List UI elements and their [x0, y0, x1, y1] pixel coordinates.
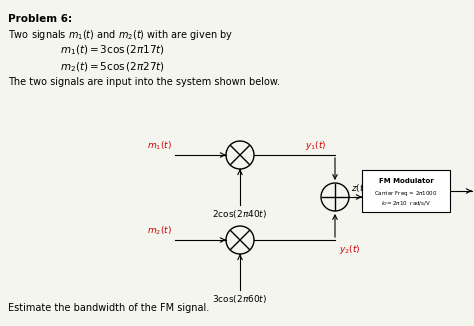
- Text: $m_2(t)=5\cos\left(2\pi27t\right)$: $m_2(t)=5\cos\left(2\pi27t\right)$: [60, 60, 165, 74]
- Text: Two signals $m_1(t)$ and $m_2(t)$ with are given by: Two signals $m_1(t)$ and $m_2(t)$ with a…: [8, 28, 233, 42]
- Text: $k_f=2\pi$10  rad/s/V: $k_f=2\pi$10 rad/s/V: [381, 199, 431, 208]
- Text: $2\cos(2\pi40t)$: $2\cos(2\pi40t)$: [212, 208, 268, 220]
- Text: The two signals are input into the system shown below.: The two signals are input into the syste…: [8, 77, 280, 87]
- Text: $m_2(t)$: $m_2(t)$: [147, 225, 172, 237]
- Text: Carrier Freq = $2\pi$1000: Carrier Freq = $2\pi$1000: [374, 189, 438, 198]
- Text: $y_1(t)$: $y_1(t)$: [305, 139, 327, 152]
- Text: $m_1(t)=3\cos\left(2\pi17t\right)$: $m_1(t)=3\cos\left(2\pi17t\right)$: [60, 43, 165, 57]
- Bar: [362, 170, 450, 212]
- Text: $3\cos(2\pi60t)$: $3\cos(2\pi60t)$: [212, 293, 268, 305]
- Text: Problem 6:: Problem 6:: [8, 14, 72, 24]
- Text: $y_2(t)$: $y_2(t)$: [339, 243, 361, 256]
- Text: FM Modulator: FM Modulator: [379, 178, 433, 184]
- Text: $m_1(t)$: $m_1(t)$: [147, 140, 172, 152]
- Text: Estimate the bandwidth of the FM signal.: Estimate the bandwidth of the FM signal.: [8, 303, 209, 313]
- Text: $z(t)$: $z(t)$: [351, 182, 367, 194]
